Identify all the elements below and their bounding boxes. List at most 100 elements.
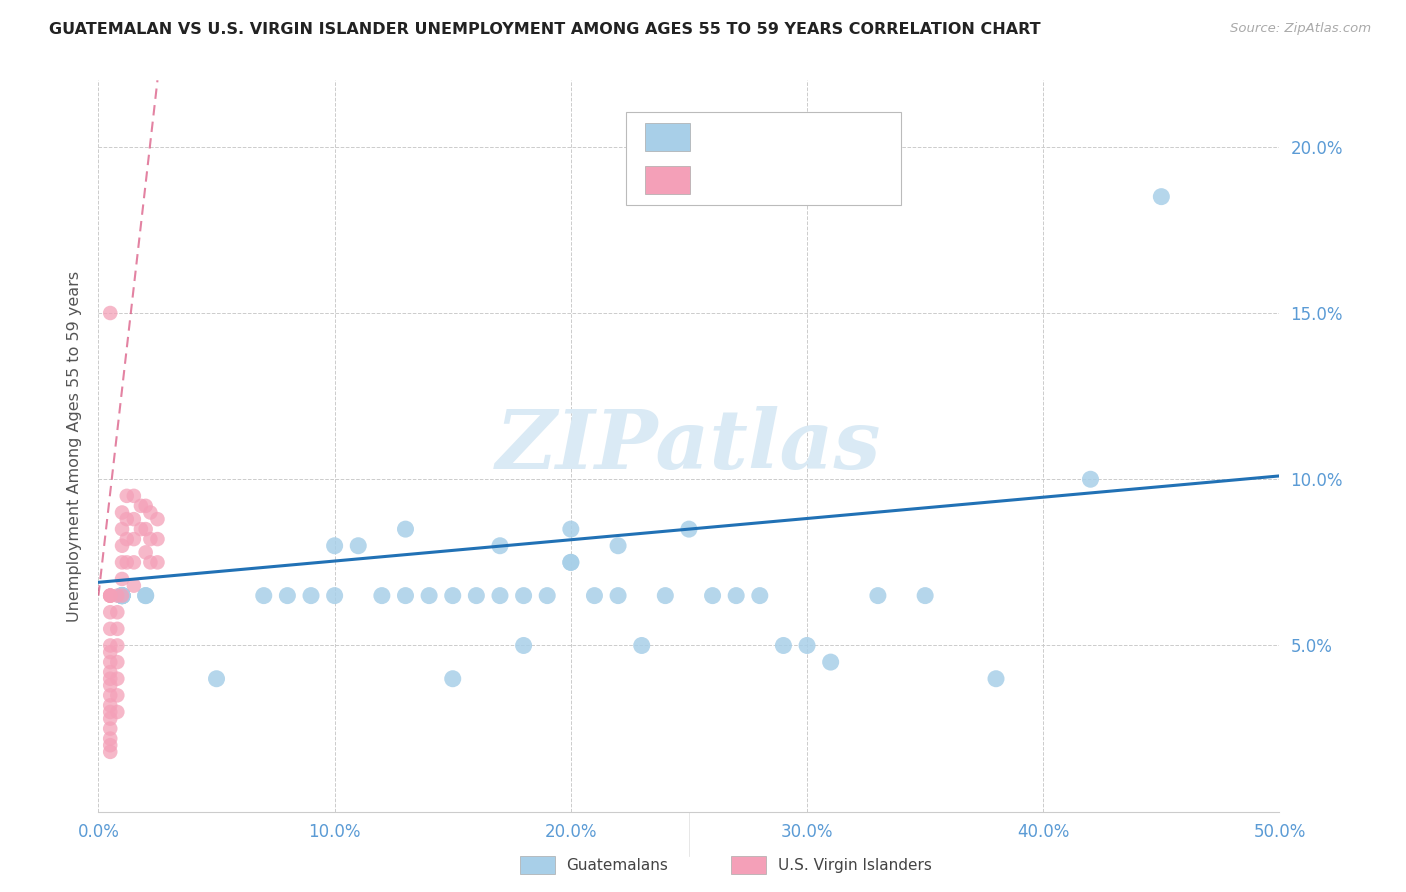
Point	[139, 532, 162, 546]
Point	[323, 589, 346, 603]
Point	[146, 512, 169, 526]
Point	[371, 589, 394, 603]
Point	[115, 532, 138, 546]
Text: 0.299: 0.299	[730, 128, 782, 145]
Point	[418, 589, 440, 603]
Point	[129, 522, 152, 536]
Point	[772, 639, 794, 653]
Point	[122, 512, 145, 526]
Point	[135, 589, 157, 603]
Point	[441, 672, 464, 686]
Point	[111, 506, 134, 520]
Point	[394, 589, 416, 603]
Point	[441, 589, 464, 603]
Point	[702, 589, 724, 603]
Text: U.S. Virgin Islanders: U.S. Virgin Islanders	[778, 858, 931, 872]
Point	[98, 639, 121, 653]
Point	[105, 672, 128, 686]
Point	[115, 512, 138, 526]
Point	[122, 489, 145, 503]
Point	[560, 555, 582, 569]
Point	[796, 639, 818, 653]
Point	[560, 522, 582, 536]
Point	[276, 589, 298, 603]
Point	[323, 539, 346, 553]
Point	[98, 589, 121, 603]
Text: 55: 55	[815, 171, 839, 189]
Point	[98, 645, 121, 659]
Text: 0.368: 0.368	[730, 171, 782, 189]
Point	[512, 589, 534, 603]
Point	[489, 589, 512, 603]
Point	[115, 489, 138, 503]
Point	[630, 639, 652, 653]
Point	[299, 589, 322, 603]
Point	[205, 672, 228, 686]
Point	[111, 589, 134, 603]
Text: R =: R =	[702, 128, 737, 145]
Point	[536, 589, 558, 603]
Point	[105, 689, 128, 703]
Text: N =: N =	[787, 171, 825, 189]
Point	[98, 306, 121, 320]
Point	[139, 555, 162, 569]
Point	[105, 622, 128, 636]
Point	[111, 522, 134, 536]
Point	[512, 639, 534, 653]
Point	[914, 589, 936, 603]
Point	[98, 655, 121, 669]
Point	[111, 589, 134, 603]
Point	[111, 589, 134, 603]
Point	[98, 589, 121, 603]
Point	[98, 722, 121, 736]
Point	[105, 705, 128, 719]
Point	[135, 499, 157, 513]
Point	[111, 589, 134, 603]
Text: Guatemalans: Guatemalans	[567, 858, 668, 872]
Point	[98, 589, 121, 603]
Point	[465, 589, 488, 603]
Point	[560, 555, 582, 569]
Text: ZIPatlas: ZIPatlas	[496, 406, 882, 486]
Point	[98, 672, 121, 686]
Point	[146, 555, 169, 569]
Point	[111, 589, 134, 603]
Point	[654, 589, 676, 603]
Point	[111, 589, 134, 603]
Point	[122, 579, 145, 593]
Point	[98, 745, 121, 759]
Point	[98, 712, 121, 726]
Point	[820, 655, 842, 669]
Point	[111, 555, 134, 569]
Point	[105, 655, 128, 669]
Point	[115, 555, 138, 569]
Point	[98, 678, 121, 692]
Y-axis label: Unemployment Among Ages 55 to 59 years: Unemployment Among Ages 55 to 59 years	[66, 270, 82, 622]
Point	[725, 589, 748, 603]
Point	[98, 589, 121, 603]
Point	[111, 589, 134, 603]
Text: N =: N =	[787, 128, 825, 145]
Point	[105, 639, 128, 653]
Point	[122, 555, 145, 569]
Point	[678, 522, 700, 536]
Point	[139, 506, 162, 520]
Point	[98, 738, 121, 752]
Point	[607, 589, 630, 603]
Text: 49: 49	[815, 128, 839, 145]
Point	[98, 622, 121, 636]
Point	[866, 589, 889, 603]
Point	[583, 589, 606, 603]
Text: GUATEMALAN VS U.S. VIRGIN ISLANDER UNEMPLOYMENT AMONG AGES 55 TO 59 YEARS CORREL: GUATEMALAN VS U.S. VIRGIN ISLANDER UNEMP…	[49, 22, 1040, 37]
Point	[105, 589, 128, 603]
Point	[748, 589, 770, 603]
Point	[489, 539, 512, 553]
Point	[98, 689, 121, 703]
Point	[135, 522, 157, 536]
Point	[607, 539, 630, 553]
Point	[122, 532, 145, 546]
Point	[111, 589, 134, 603]
Point	[135, 545, 157, 559]
Point	[129, 499, 152, 513]
Point	[111, 589, 134, 603]
